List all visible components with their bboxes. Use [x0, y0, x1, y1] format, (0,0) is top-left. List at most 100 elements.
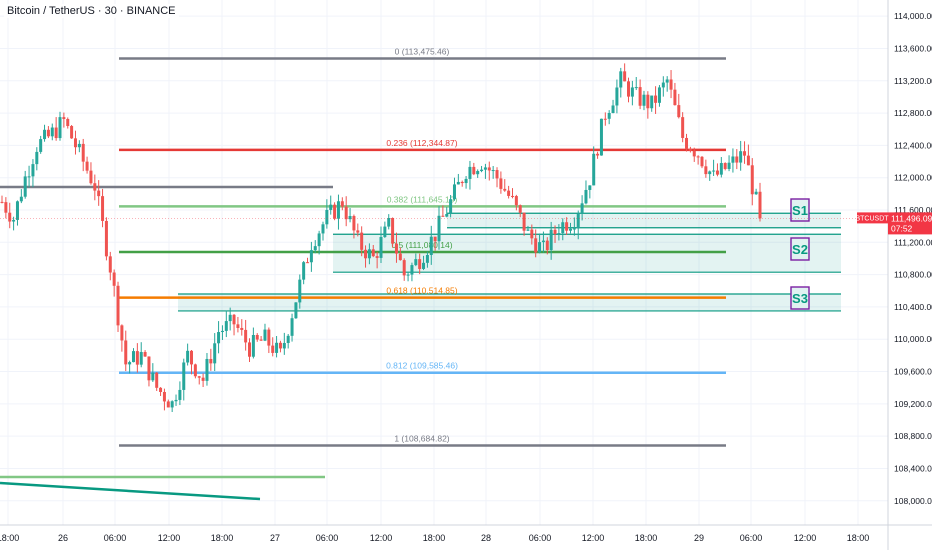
zone-label-s2: S2 [792, 242, 808, 257]
candle-body [182, 362, 186, 390]
candle-body [101, 196, 105, 221]
x-tick-label: 29 [694, 533, 704, 543]
candle-body [569, 228, 572, 231]
candle-body [128, 362, 132, 365]
candle-body [611, 105, 615, 113]
candle-body [460, 181, 464, 184]
x-tick-label: 12:00 [582, 533, 605, 543]
candle-body [255, 334, 259, 340]
candle-body [422, 262, 426, 269]
candle-body [746, 155, 750, 166]
candle-body [259, 339, 263, 341]
y-tick-label: 110,000.00 [894, 334, 932, 344]
fib-label-0.382: 0.382 (111,645.19) [387, 194, 458, 204]
candle-body [441, 215, 445, 217]
candle-body [151, 372, 155, 381]
candle-body [15, 201, 19, 220]
candle-body [464, 178, 468, 184]
candle-body [642, 94, 646, 106]
candle-body [754, 191, 758, 195]
candle-body [217, 332, 221, 344]
candle-body [565, 222, 569, 231]
x-tick-label: 12:00 [158, 533, 181, 543]
candle-body [228, 314, 232, 322]
price-tag-value: 111,496.09 [891, 213, 932, 223]
candle-body [425, 254, 429, 263]
candle-body [487, 167, 491, 171]
candle-body [271, 345, 275, 353]
candle-body [302, 262, 306, 280]
candle-body [507, 190, 511, 196]
candle-body [4, 202, 8, 213]
zone-s1 [447, 213, 841, 228]
x-tick-label: 18:00 [635, 533, 658, 543]
candle-body [700, 156, 704, 167]
x-tick-label: 06:00 [104, 533, 127, 543]
candle-body [329, 204, 333, 210]
candle-body [286, 335, 290, 343]
y-tick-label: 114,000.00 [894, 11, 932, 21]
candle-body [31, 164, 35, 177]
candle-body [398, 253, 402, 261]
candle-body [383, 226, 387, 237]
candle-body [166, 401, 170, 408]
y-tick-label: 113,600.00 [894, 43, 932, 53]
y-tick-label: 111,200.00 [894, 237, 932, 247]
price-tag-bg [888, 212, 932, 235]
candle-body [522, 212, 526, 231]
fib-label-0.618: 0.618 (110,514.85) [386, 286, 457, 296]
candle-body [681, 117, 685, 138]
candle-body [104, 220, 108, 257]
candle-body [278, 342, 282, 349]
candle-body [124, 340, 128, 365]
candle-body [410, 265, 414, 275]
candle-body [244, 329, 248, 343]
candle-body [317, 233, 321, 247]
candle-body [650, 95, 654, 109]
candle-body [654, 95, 658, 103]
candle-body [89, 170, 93, 184]
symbol-tag-bg [857, 212, 888, 224]
y-tick-label: 108,400.00 [894, 463, 932, 473]
candle-body [275, 342, 279, 353]
price-tag-countdown: 07:52 [891, 223, 913, 233]
candle-body [77, 143, 81, 148]
candle-body [186, 350, 190, 363]
candle-body [394, 243, 398, 254]
candle-body [236, 324, 240, 328]
candle-body [19, 196, 23, 202]
candle-body [584, 189, 588, 204]
x-tick-label: 18:00 [423, 533, 446, 543]
candle-body [402, 260, 406, 276]
candle-body [371, 249, 375, 257]
candle-body [449, 199, 453, 214]
candle-body [325, 209, 329, 225]
x-tick-label: 18:00 [847, 533, 870, 543]
candle-body [561, 222, 565, 234]
candle-body [708, 171, 712, 175]
support-zones-layer [178, 212, 841, 312]
candle-body [599, 118, 603, 156]
candle-body [483, 167, 487, 170]
x-tick-label: 12:00 [794, 533, 817, 543]
candle-body [197, 376, 201, 378]
candle-body [615, 87, 619, 106]
candle-body [108, 256, 112, 273]
candle-body [298, 279, 302, 303]
y-tick-label: 112,000.00 [894, 173, 932, 183]
candles-layer [0, 63, 762, 412]
x-tick-label: 18:00 [211, 533, 234, 543]
candle-body [135, 351, 139, 365]
candle-body [758, 191, 762, 219]
candle-body [499, 178, 503, 189]
candle-body [224, 321, 228, 331]
candle-body [480, 169, 484, 172]
candle-body [677, 105, 681, 118]
x-tick-label: 27 [270, 533, 280, 543]
candle-body [414, 259, 418, 266]
candle-body [719, 163, 723, 175]
candle-body [576, 213, 580, 229]
